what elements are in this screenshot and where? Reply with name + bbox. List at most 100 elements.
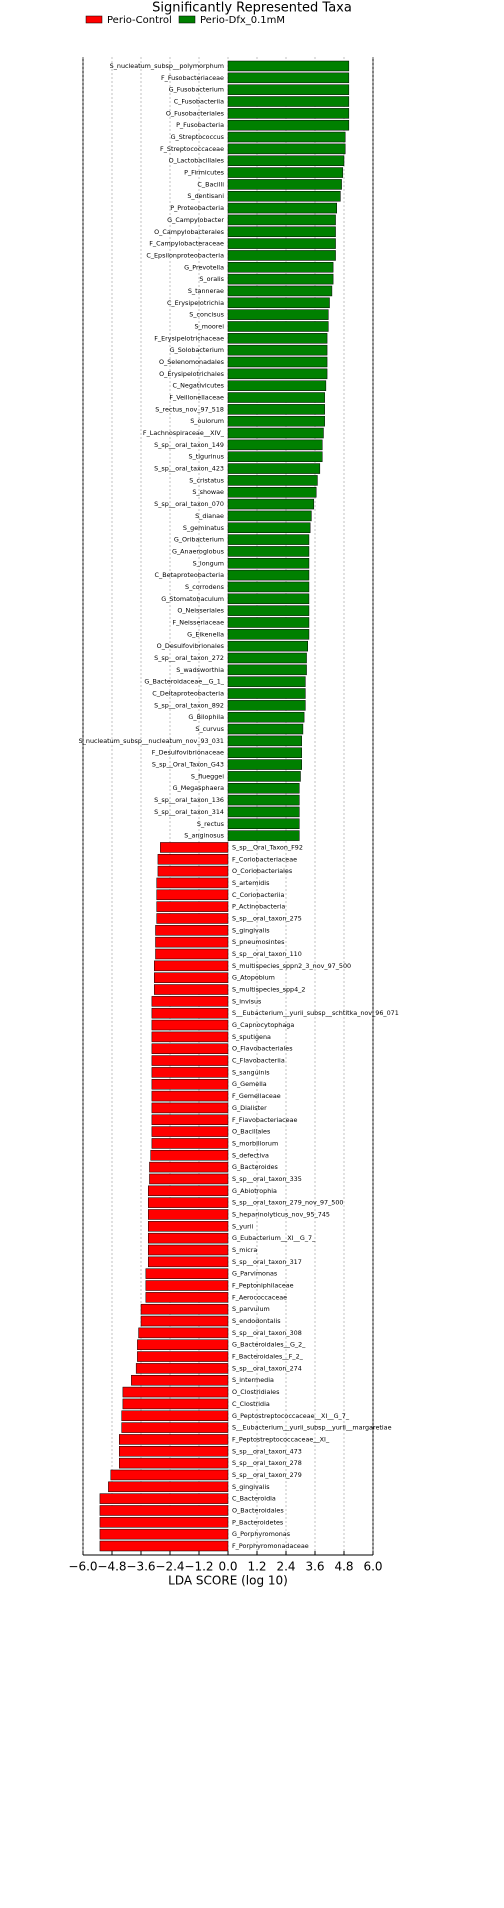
- bar-label: O_Erysipelotrichales: [159, 370, 225, 378]
- bar: [227, 771, 301, 782]
- bar: [227, 498, 315, 510]
- bar: [99, 1517, 229, 1528]
- bar: [151, 1114, 229, 1126]
- bar-label: O_Coriobacteriales: [232, 867, 293, 875]
- bar: [227, 581, 310, 593]
- bar-label: G_Eikenella: [187, 630, 224, 638]
- bar: [227, 167, 344, 178]
- bar: [227, 285, 333, 297]
- bar: [227, 273, 334, 285]
- bar-label: S_sp__oral_taxon_473: [232, 1447, 302, 1455]
- bar-label: F_Fusobacteriaceae: [161, 74, 224, 82]
- x-tick-label: 4.8: [334, 1560, 353, 1574]
- bar: [137, 1339, 229, 1350]
- bar-label: G_Abiotrophia: [232, 1187, 277, 1195]
- bar-label: S_pneumosintes: [232, 938, 285, 946]
- legend-swatch: [178, 15, 196, 24]
- bar: [151, 1090, 229, 1102]
- bar-label: S_multispecies_spp4_2: [232, 986, 305, 994]
- bar: [135, 1363, 229, 1374]
- bar-label: S_sp__oral_taxon_136: [154, 796, 224, 804]
- bar-label: F_Erysipelotrichaceae: [154, 334, 224, 342]
- x-tick-label: 3.6: [305, 1560, 324, 1574]
- bar-label: S_artemidis: [232, 879, 270, 887]
- x-tick-label: −1.2: [184, 1560, 213, 1574]
- bar-label: S_nucleatum_subsp__polymorphum: [110, 62, 224, 70]
- bar-label: S_sp__oral_taxon_274: [232, 1364, 302, 1372]
- bar-label: O_Campylobacterales: [154, 228, 225, 236]
- bar: [121, 1410, 229, 1422]
- bar-label: S_oralis: [199, 275, 224, 283]
- bar: [227, 546, 310, 557]
- bar-label: S_parvulum: [232, 1305, 270, 1313]
- bar-label: G_Bilophila: [188, 713, 224, 721]
- bar-label: P_Firmicutes: [184, 169, 225, 177]
- legend-swatch: [85, 15, 103, 24]
- bar: [227, 794, 300, 806]
- bar-label: G_Eubacterium__XI__G_7_: [232, 1234, 316, 1242]
- bar: [227, 664, 307, 676]
- bar: [156, 877, 229, 889]
- bar-label: S_wadsworthia: [176, 666, 224, 674]
- bar: [149, 1161, 229, 1173]
- bar-label: S_sp__oral_taxon_423: [154, 465, 224, 473]
- bar: [145, 1280, 229, 1291]
- bar-label: S_invisus: [232, 997, 262, 1005]
- bar-label: S_gingivalis: [232, 926, 270, 934]
- x-tick-label: 1.2: [247, 1560, 266, 1574]
- bar: [151, 1067, 229, 1078]
- x-tick-label: 2.4: [276, 1560, 295, 1574]
- bar: [227, 806, 300, 818]
- bar-label: C_Betaproteobacteria: [155, 571, 225, 579]
- bar-label: O_Lactobacillales: [169, 157, 225, 165]
- bar: [227, 202, 337, 214]
- bar: [148, 1221, 229, 1232]
- bar-label: G_Bacteroidaceae__G_1_: [144, 678, 224, 686]
- bar-label: S_sp__Oral_Taxon_G43: [152, 761, 224, 769]
- bar-label: P_Bacteroidetes: [232, 1518, 284, 1526]
- bar-label: F_Peptoniphilaceae: [232, 1282, 294, 1290]
- bar: [145, 1268, 229, 1279]
- bar-label: S_geminatus: [183, 524, 225, 532]
- bar-label: G_Porphyromonas: [232, 1530, 291, 1538]
- bar-label: C_Deltaproteobacteria: [152, 690, 224, 698]
- bar-label: S_concisus: [189, 311, 224, 319]
- bar: [227, 652, 307, 664]
- bar: [155, 936, 229, 948]
- bar: [151, 1138, 229, 1149]
- x-axis-label: LDA SCORE (log 10): [168, 1574, 288, 1588]
- bar-label: O_Selenomonadales: [159, 358, 225, 366]
- bar: [151, 1019, 229, 1031]
- bar: [154, 972, 229, 983]
- bar: [119, 1434, 229, 1445]
- bar: [227, 629, 310, 640]
- bar: [108, 1481, 229, 1493]
- bar: [227, 297, 330, 309]
- bar: [227, 711, 305, 723]
- bar-label: C_Coriobacteriia: [232, 891, 284, 899]
- bar-label: S_multispecies_sppn2_3_nov_97_500: [232, 962, 351, 970]
- bar-label: G_Atopobium: [232, 974, 275, 982]
- bar: [122, 1398, 229, 1410]
- bar: [227, 640, 308, 652]
- bar-label: S_sp__oral_taxon_279: [232, 1471, 302, 1479]
- bar-label: C_Bacteroidia: [232, 1495, 276, 1503]
- bar-label: G_Fusobacterium: [169, 86, 224, 94]
- bar-label: F_Campylobacteraceae: [149, 240, 224, 248]
- bar: [227, 735, 302, 747]
- bar: [227, 475, 318, 486]
- bar-label: S_dianae: [195, 512, 224, 520]
- bar-label: F_Peptostreptococcaceae__XI_: [232, 1435, 330, 1443]
- bar-label: G_Capnocytophaga: [232, 1021, 294, 1029]
- bar-label: O_Fusobacteriales: [166, 109, 225, 117]
- bar: [227, 522, 311, 534]
- bar: [99, 1540, 229, 1552]
- bar: [140, 1315, 229, 1327]
- bar: [157, 865, 229, 877]
- x-tick-label: −6.0: [68, 1560, 97, 1574]
- bar-label: S_tigurinus: [189, 453, 225, 461]
- bar: [227, 119, 350, 131]
- bar: [227, 392, 325, 403]
- bar: [119, 1446, 229, 1457]
- bar-label: S_sp__oral_taxon_308: [232, 1329, 302, 1337]
